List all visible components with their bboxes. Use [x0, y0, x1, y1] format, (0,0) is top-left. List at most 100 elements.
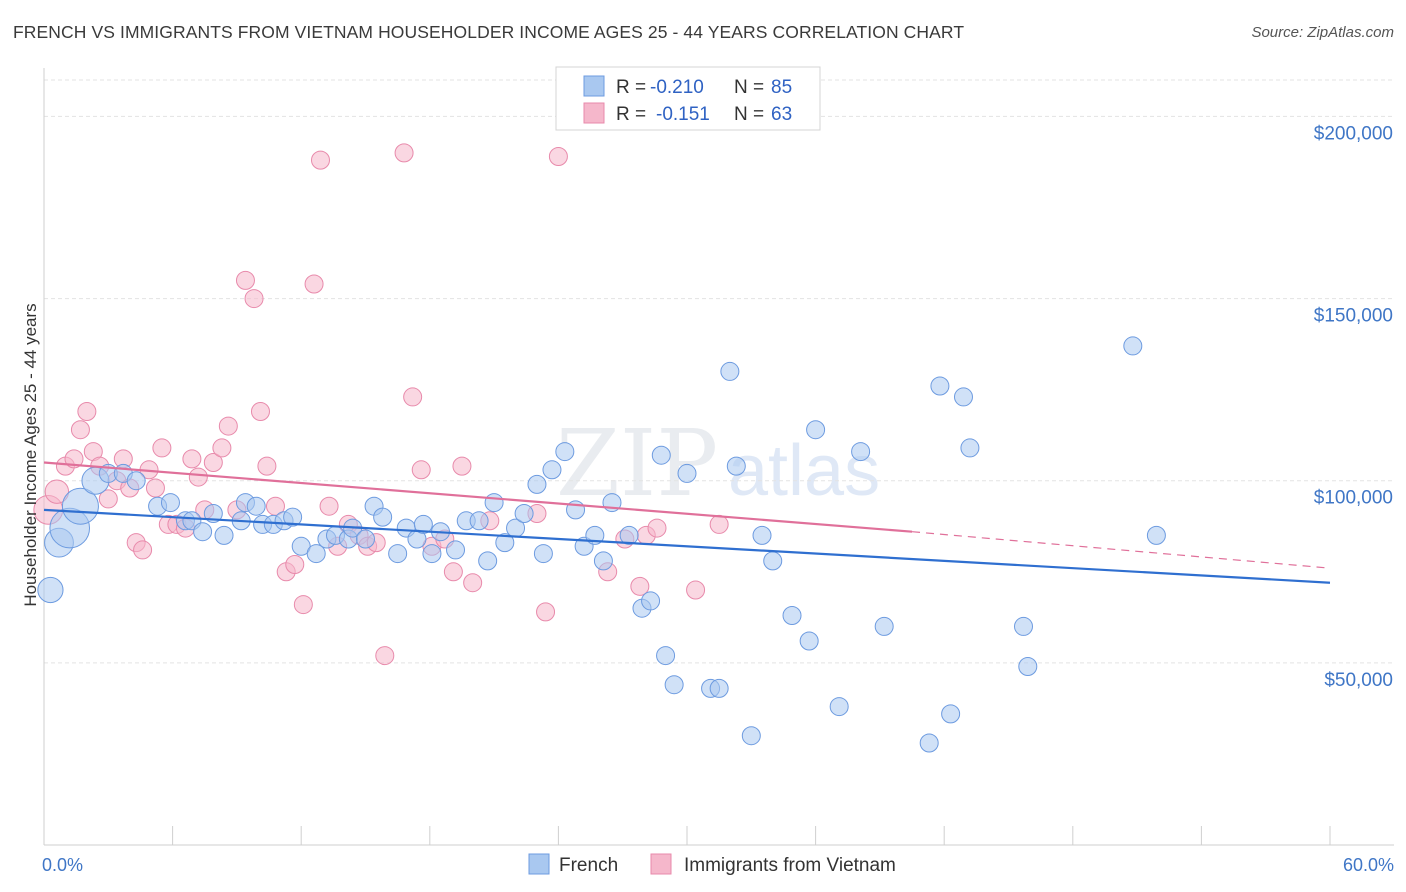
french-point-21 — [283, 507, 303, 527]
french-point-14 — [214, 525, 234, 545]
vietnam-point-15 — [145, 478, 165, 498]
vietnam-point-37 — [319, 496, 339, 516]
french-point-64 — [726, 456, 746, 476]
vietnam-point-28 — [244, 289, 264, 309]
french-point-73 — [874, 616, 894, 636]
french-point-59 — [664, 675, 684, 695]
vietnam-point-29 — [250, 402, 270, 421]
vietnam-point-49 — [443, 562, 463, 582]
french-point-57 — [651, 445, 671, 465]
french-point-69 — [799, 631, 819, 651]
vietnam-point-60 — [647, 518, 667, 538]
french-point-75 — [930, 376, 950, 396]
french-point-44 — [514, 504, 534, 523]
french-point-60 — [677, 463, 697, 483]
bottom-legend-label-french: French — [559, 855, 618, 876]
french-point-46 — [533, 544, 553, 564]
french-point-78 — [960, 438, 980, 458]
vietnam-point-61 — [686, 580, 706, 600]
french-point-28 — [356, 529, 375, 549]
french-point-56 — [641, 591, 661, 611]
vietnam-point-3 — [64, 449, 84, 469]
french-point-74 — [919, 733, 939, 753]
french-point-42 — [495, 533, 515, 553]
french-point-34 — [413, 514, 433, 534]
vietnam-point-33 — [285, 555, 305, 574]
vietnam-point-55 — [548, 147, 568, 166]
french-point-77 — [953, 387, 973, 407]
vietnam-point-20 — [182, 449, 202, 469]
vietnam-point-13 — [133, 540, 153, 560]
vietnam-point-35 — [304, 274, 324, 294]
french-point-30 — [373, 507, 393, 527]
french-point-35 — [422, 544, 442, 564]
vietnam-point-23 — [203, 453, 223, 472]
trend-lines — [43, 461, 1331, 584]
legend-n-value-french: 85 — [771, 77, 792, 98]
bottom-legend-label-vietnam: Immigrants from Vietnam — [684, 855, 896, 876]
y-tick-label-100000: $100,000 — [1314, 488, 1393, 509]
vietnam-point-58 — [630, 576, 650, 596]
french-point-39 — [469, 511, 489, 531]
french-point-81 — [1123, 336, 1143, 356]
french-point-66 — [752, 525, 772, 545]
french-point-67 — [763, 551, 783, 571]
vietnam-point-8 — [98, 489, 118, 509]
vietnam-point-45 — [403, 387, 423, 407]
french-point-23 — [306, 544, 326, 564]
french-point-0 — [37, 576, 64, 604]
y-axis-label: Householder Income Ages 25 - 44 years — [21, 303, 40, 606]
french-point-41 — [484, 493, 504, 513]
french-point-9 — [160, 493, 180, 513]
axes — [43, 68, 1394, 846]
trend-line-french — [43, 508, 1331, 584]
correlation-legend: R = -0.210 N = 85 R = -0.151 N = 63 — [555, 66, 821, 131]
legend-n-label-french: N = — [734, 77, 764, 98]
french-point-71 — [829, 697, 849, 717]
legend-r-label-french: R = — [616, 77, 646, 98]
vietnam-point-16 — [152, 438, 172, 458]
watermark-zip: ZIP — [556, 410, 718, 517]
vietnam-point-46 — [411, 460, 431, 480]
french-point-63 — [720, 361, 740, 381]
vietnam-point-50 — [452, 456, 472, 476]
french-point-3 — [61, 487, 99, 525]
vietnam-point-4 — [70, 420, 90, 440]
legend-swatch-vietnam — [583, 102, 605, 124]
vietnam-point-44 — [394, 143, 414, 163]
french-point-80 — [1018, 657, 1038, 676]
x-tick-label-min: 0.0% — [42, 855, 83, 875]
french-point-31 — [388, 544, 408, 564]
vietnam-point-36 — [310, 150, 330, 170]
vietnam-point-5 — [77, 402, 97, 421]
vietnam-point-54 — [536, 602, 556, 622]
y-tick-label-50000: $50,000 — [1324, 670, 1393, 691]
legend-swatch-french — [583, 75, 605, 97]
series-french-points — [37, 336, 1166, 753]
french-point-17 — [246, 496, 266, 516]
french-point-58 — [656, 646, 676, 666]
french-point-72 — [851, 442, 871, 462]
vietnam-point-24 — [212, 438, 232, 458]
french-point-47 — [542, 460, 562, 480]
bottom-legend-swatch-french — [528, 853, 550, 875]
bottom-legend-swatch-vietnam — [650, 853, 672, 875]
y-tick-label-150000: $150,000 — [1314, 306, 1393, 327]
french-point-52 — [593, 551, 613, 571]
series-legend: French Immigrants from Vietnam — [528, 853, 896, 876]
series-vietnam-points — [33, 143, 729, 666]
vietnam-point-34 — [293, 595, 313, 615]
vietnam-point-51 — [463, 573, 483, 593]
vietnam-point-62 — [709, 514, 729, 534]
vietnam-point-43 — [375, 646, 395, 666]
legend-n-label-vietnam: N = — [734, 104, 764, 125]
y-tick-labels: $50,000 $100,000 $150,000 $200,000 — [1314, 123, 1393, 690]
french-point-82 — [1146, 525, 1166, 545]
legend-n-value-vietnam: 63 — [771, 104, 792, 125]
vietnam-point-21 — [188, 467, 208, 487]
chart-title: FRENCH VS IMMIGRANTS FROM VIETNAM HOUSEH… — [13, 22, 965, 42]
french-point-48 — [555, 442, 575, 462]
legend-r-label-vietnam: R = — [616, 104, 646, 125]
french-point-70 — [806, 420, 826, 440]
